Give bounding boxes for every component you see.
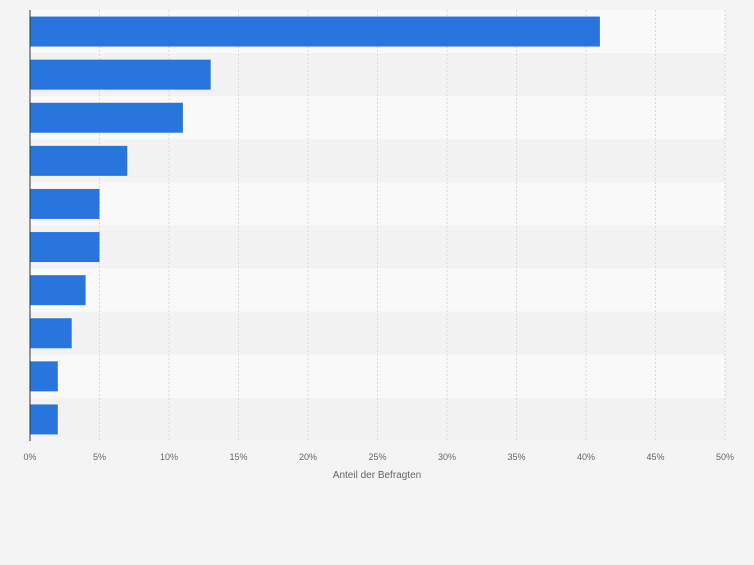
bar: [30, 404, 58, 435]
x-tick-label: 5%: [93, 452, 106, 462]
x-tick-label: 10%: [160, 452, 178, 462]
bar: [30, 275, 86, 306]
x-tick-label: 30%: [438, 452, 456, 462]
x-tick-label: 20%: [299, 452, 317, 462]
bar: [30, 318, 72, 349]
x-tick-label: 35%: [507, 452, 525, 462]
bar: [30, 361, 58, 392]
bar: [30, 188, 100, 219]
bar: [30, 232, 100, 263]
x-tick-label: 15%: [229, 452, 247, 462]
bar: [30, 102, 183, 133]
x-tick-label: 0%: [23, 452, 36, 462]
x-axis-title: Anteil der Befragten: [333, 470, 421, 481]
bars: [30, 16, 600, 435]
x-tick-label: 40%: [577, 452, 595, 462]
bar: [30, 59, 211, 90]
x-tick-label: 45%: [646, 452, 664, 462]
bar: [30, 145, 128, 176]
x-tick-label: 25%: [368, 452, 386, 462]
x-tick-labels: 0% 5% 10% 15% 20% 25% 30% 35% 40% 45% 50%: [23, 452, 734, 462]
bar: [30, 16, 600, 47]
x-tick-label: 50%: [716, 452, 734, 462]
